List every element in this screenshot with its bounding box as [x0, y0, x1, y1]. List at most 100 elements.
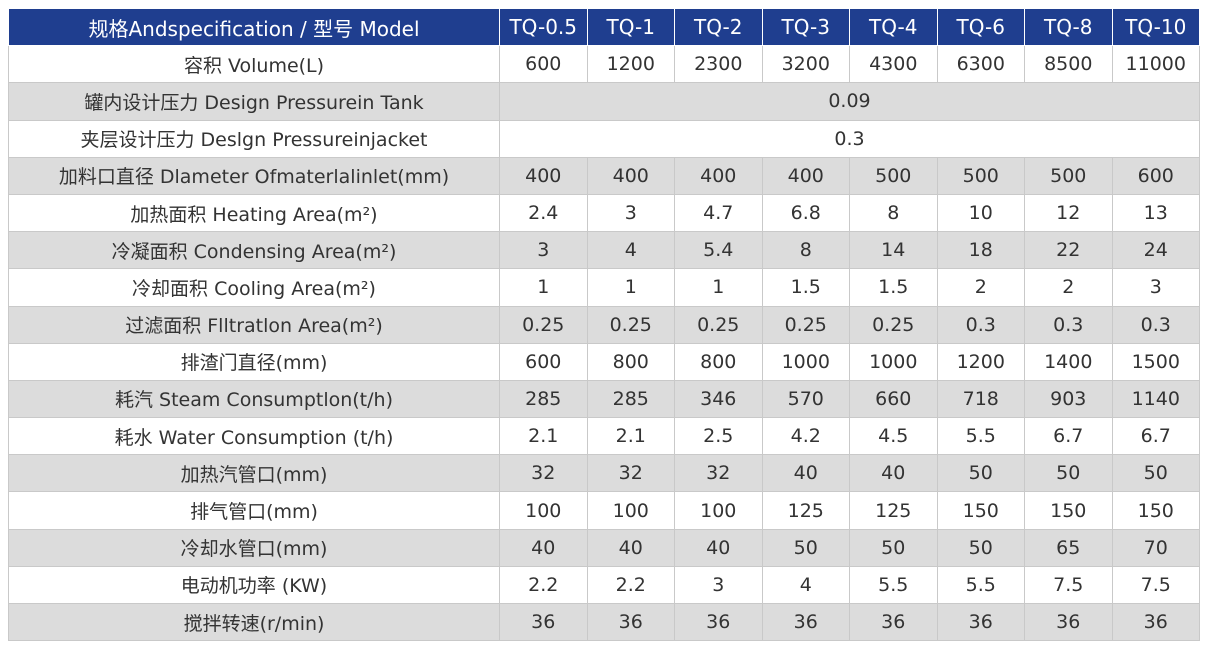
value-cell: 125 — [761, 491, 850, 530]
value-cell: 6.8 — [761, 193, 850, 233]
row-label: 搅拌转速(r/min) — [8, 602, 500, 642]
value-cell: 36 — [936, 602, 1025, 642]
header-row: 规格Andspecification / 型号 Model TQ-0.5 TQ-1… — [8, 7, 1200, 47]
value-cell: 7.5 — [1111, 565, 1200, 605]
value-cell: 0.25 — [849, 305, 938, 344]
value-cell: 5.4 — [674, 231, 763, 270]
row-label: 夹层设计压力 Deslgn Pressureinjacket — [8, 119, 500, 158]
value-cell: 100 — [674, 491, 763, 530]
value-cell: 40 — [499, 528, 588, 567]
value-cell: 2.4 — [499, 193, 588, 233]
table-row: 冷却水管口(mm) 40 40 40 50 50 50 65 70 — [8, 528, 1200, 567]
merged-value-cell: 0.3 — [499, 119, 1200, 158]
table-row: 耗汽 Steam Consumptlon(t/h) 285 285 346 570 660… — [8, 379, 1200, 419]
value-cell: 6300 — [936, 45, 1025, 84]
value-cell: 1000 — [849, 342, 938, 381]
value-cell: 4 — [761, 565, 850, 605]
value-cell: 5.5 — [936, 417, 1025, 456]
row-label: 排渣门直径(mm) — [8, 342, 500, 381]
value-cell: 150 — [1111, 491, 1200, 530]
value-cell: 400 — [586, 156, 675, 195]
value-cell: 36 — [1111, 602, 1200, 642]
value-cell: 1.5 — [849, 268, 938, 307]
value-cell: 4.7 — [674, 193, 763, 233]
row-label: 耗汽 Steam Consumptlon(t/h) — [8, 379, 500, 419]
table-row: 加料口直径 Dlameter Ofmaterlalinlet(mm) 400 400… — [8, 156, 1200, 195]
value-cell: 11000 — [1111, 45, 1200, 84]
value-cell: 36 — [499, 602, 588, 642]
value-cell: 800 — [586, 342, 675, 381]
row-label: 罐内设计压力 Design Pressurein Tank — [8, 82, 500, 121]
model-header: TQ-1 — [586, 7, 675, 47]
value-cell: 600 — [499, 45, 588, 84]
value-cell: 903 — [1024, 379, 1113, 419]
value-cell: 50 — [849, 528, 938, 567]
table-row: 排渣门直径(mm) 600 800 800 1000 1000 1200 1400 1500 — [8, 342, 1200, 381]
row-label: 冷凝面积 Condensing Area(m²) — [8, 231, 500, 270]
value-cell: 500 — [936, 156, 1025, 195]
value-cell: 10 — [936, 193, 1025, 233]
table-row: 排气管口(mm) 100 100 100 125 125 150 150 150 — [8, 491, 1200, 530]
value-cell: 24 — [1111, 231, 1200, 270]
value-cell: 400 — [761, 156, 850, 195]
value-cell: 8 — [761, 231, 850, 270]
value-cell: 0.25 — [761, 305, 850, 344]
value-cell: 100 — [499, 491, 588, 530]
value-cell: 40 — [674, 528, 763, 567]
value-cell: 4 — [586, 231, 675, 270]
value-cell: 3200 — [761, 45, 850, 84]
value-cell: 8 — [849, 193, 938, 233]
value-cell: 0.25 — [586, 305, 675, 344]
value-cell: 7.5 — [1024, 565, 1113, 605]
table-row: 冷却面积 Cooling Area(m²) 1 1 1 1.5 1.5 2 2 3 — [8, 268, 1200, 307]
table-row: 夹层设计压力 Deslgn Pressureinjacket 0.3 — [8, 119, 1200, 158]
value-cell: 40 — [586, 528, 675, 567]
model-header: TQ-8 — [1024, 7, 1113, 47]
table-row: 冷凝面积 Condensing Area(m²) 3 4 5.4 8 14 18 22 24 — [8, 231, 1200, 270]
value-cell: 150 — [936, 491, 1025, 530]
row-label: 过滤面积 Flltratlon Area(m²) — [8, 305, 500, 344]
value-cell: 50 — [936, 454, 1025, 493]
table-row: 罐内设计压力 Design Pressurein Tank 0.09 — [8, 82, 1200, 121]
value-cell: 0.25 — [499, 305, 588, 344]
value-cell: 0.3 — [936, 305, 1025, 344]
value-cell: 2 — [1024, 268, 1113, 307]
model-header: TQ-0.5 — [499, 7, 588, 47]
value-cell: 285 — [586, 379, 675, 419]
value-cell: 600 — [1111, 156, 1200, 195]
value-cell: 800 — [674, 342, 763, 381]
value-cell: 4300 — [849, 45, 938, 84]
table-row: 耗水 Water Consumption (t/h) 2.1 2.1 2.5 4.2 4.… — [8, 417, 1200, 456]
value-cell: 36 — [849, 602, 938, 642]
value-cell: 100 — [586, 491, 675, 530]
value-cell: 6.7 — [1111, 417, 1200, 456]
value-cell: 36 — [586, 602, 675, 642]
row-label: 冷却面积 Cooling Area(m²) — [8, 268, 500, 307]
value-cell: 285 — [499, 379, 588, 419]
value-cell: 36 — [761, 602, 850, 642]
value-cell: 718 — [936, 379, 1025, 419]
value-cell: 50 — [936, 528, 1025, 567]
value-cell: 65 — [1024, 528, 1113, 567]
value-cell: 40 — [849, 454, 938, 493]
value-cell: 2.5 — [674, 417, 763, 456]
value-cell: 32 — [674, 454, 763, 493]
value-cell: 50 — [1111, 454, 1200, 493]
value-cell: 6.7 — [1024, 417, 1113, 456]
value-cell: 3 — [586, 193, 675, 233]
value-cell: 3 — [674, 565, 763, 605]
value-cell: 22 — [1024, 231, 1113, 270]
value-cell: 1 — [499, 268, 588, 307]
value-cell: 2 — [936, 268, 1025, 307]
model-header: TQ-10 — [1111, 7, 1200, 47]
value-cell: 660 — [849, 379, 938, 419]
value-cell: 50 — [761, 528, 850, 567]
value-cell: 1400 — [1024, 342, 1113, 381]
value-cell: 14 — [849, 231, 938, 270]
value-cell: 3 — [1111, 268, 1200, 307]
table-row: 加热汽管口(mm) 32 32 32 40 40 50 50 50 — [8, 454, 1200, 493]
value-cell: 5.5 — [936, 565, 1025, 605]
spec-model-header: 规格Andspecification / 型号 Model — [8, 7, 500, 47]
model-header: TQ-2 — [674, 7, 763, 47]
row-label: 加料口直径 Dlameter Ofmaterlalinlet(mm) — [8, 156, 500, 195]
